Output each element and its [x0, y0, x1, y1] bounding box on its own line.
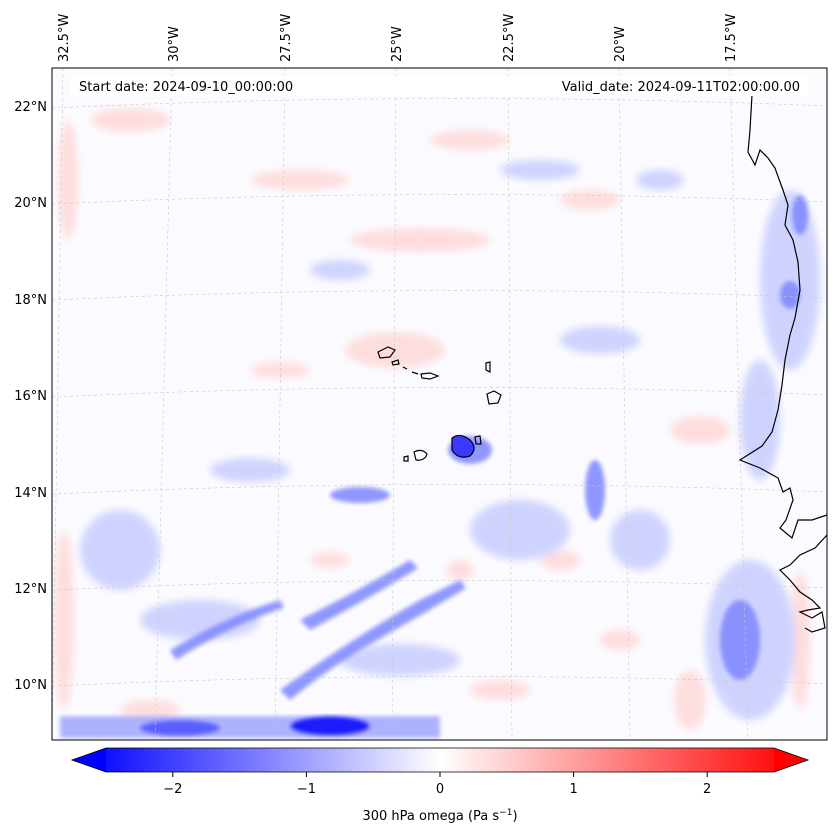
colorbar-tick-label: −2	[163, 782, 182, 797]
lat-label: 12°N	[14, 582, 47, 597]
header-strip	[70, 76, 808, 96]
map-frame	[51, 67, 828, 741]
colorbar-tick-label: 2	[703, 782, 711, 797]
lat-label: 14°N	[14, 486, 47, 501]
latitude-labels: 22°N 20°N 18°N 16°N 14°N 12°N 10°N	[14, 100, 47, 693]
colorbar-ramp	[106, 748, 774, 772]
lat-label: 16°N	[14, 389, 47, 404]
lat-label: 22°N	[14, 100, 47, 115]
lon-label: 32.5°W	[57, 14, 72, 62]
colorbar-tick-label: 1	[569, 782, 577, 797]
africa-coastline	[738, 94, 827, 633]
colorbar-outline	[70, 747, 810, 773]
lon-label: 27.5°W	[279, 14, 294, 62]
colorbar-tick-label: 0	[436, 782, 444, 797]
colorbar-tick-label: −1	[297, 782, 316, 797]
valid-date-label: Valid_date: 2024-09-11T02:00:00.00	[562, 80, 800, 95]
omega-bottom-band	[60, 716, 440, 738]
colorbar-label: 300 hPa omega (Pa s−1)	[362, 808, 517, 824]
lon-label: 25°W	[390, 26, 405, 62]
graticule	[52, 68, 827, 740]
start-date-label: Start date: 2024-09-10_00:00:00	[79, 80, 293, 95]
omega-strong-ascent	[170, 195, 808, 700]
colorbar-extend-high	[774, 748, 808, 772]
lon-label: 17.5°W	[724, 14, 739, 62]
map-plot-area	[52, 68, 827, 740]
colorbar: −2 −1 0 1 2 300 hPa omega (Pa s−1)	[70, 747, 810, 824]
longitude-labels: 32.5°W 30°W 27.5°W 25°W 22.5°W 20°W 17.5…	[57, 14, 739, 62]
omega-negative-field	[80, 160, 820, 720]
cape-verde-islands	[377, 346, 502, 462]
lat-label: 10°N	[14, 678, 47, 693]
lon-label: 30°W	[167, 26, 182, 62]
lat-label: 18°N	[14, 293, 47, 308]
lon-label: 20°W	[613, 26, 628, 62]
lat-label: 20°N	[14, 196, 47, 211]
colorbar-extend-low	[72, 748, 106, 772]
colorbar-ticks: −2 −1 0 1 2	[163, 772, 711, 797]
lon-label: 22.5°W	[502, 14, 517, 62]
